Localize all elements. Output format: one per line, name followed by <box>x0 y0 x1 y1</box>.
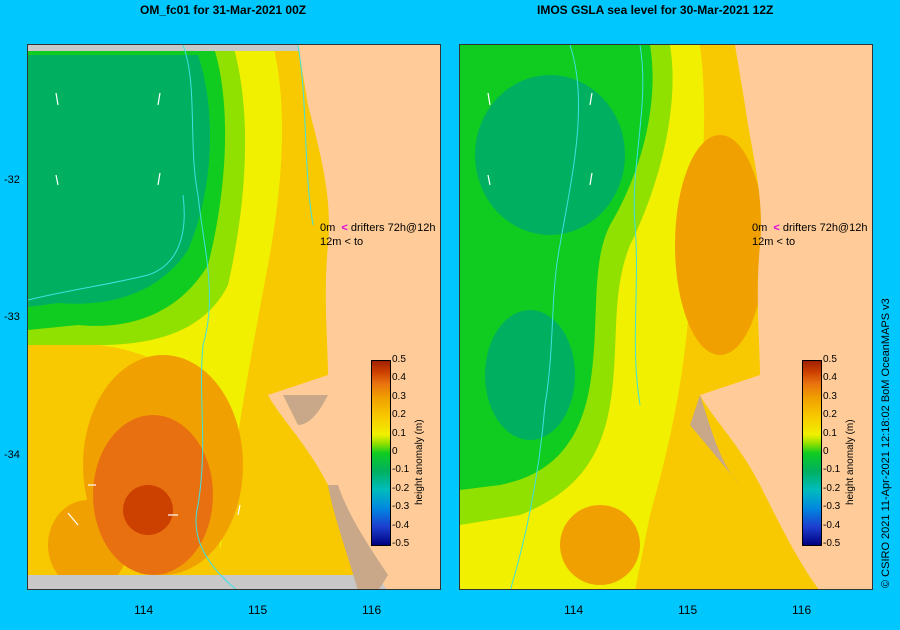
colorbar-tick: -0.1 <box>392 464 410 476</box>
colorbar-tick: -0.4 <box>392 519 410 531</box>
lon-label-116-right: 116 <box>792 603 812 617</box>
lat-label-34: -34 <box>4 449 20 461</box>
drifter-legend-right-2: 12m < to <box>752 236 796 248</box>
drifter-legend-left-1: 0m < drifters 72h@12h <box>320 222 436 234</box>
colorbar-tick: 0.3 <box>392 390 406 402</box>
lon-label-116-left: 116 <box>362 603 382 617</box>
lon-label-115-right: 115 <box>678 603 698 617</box>
drifter-legend-left-2: 12m < to <box>320 236 364 248</box>
colorbar-tick: 0.4 <box>392 372 406 384</box>
left-map-title: OM_fc01 for 31-Mar-2021 00Z <box>140 3 307 17</box>
colorbar-tick: -0.3 <box>823 501 841 513</box>
colorbar-tick: 0.5 <box>823 354 837 365</box>
colorbar-tick: 0.1 <box>823 427 837 439</box>
colorbar-left <box>371 360 391 546</box>
colorbar-tick: -0.2 <box>392 482 410 494</box>
lat-label-32: -32 <box>4 174 20 186</box>
colorbar-tick: 0.2 <box>823 409 837 421</box>
colorbar-tick: -0.3 <box>392 501 410 513</box>
credit-text: © CSIRO 2021 11-Apr-2021 12:18:02 BoM Oc… <box>880 298 892 588</box>
colorbar-tick: 0.1 <box>392 427 406 439</box>
colorbar-tick: 0 <box>392 446 398 457</box>
lon-label-114-right: 114 <box>564 603 584 617</box>
colorbar-right <box>802 360 822 546</box>
right-map-title: IMOS GSLA sea level for 30-Mar-2021 12Z <box>537 3 774 17</box>
right-map-svg <box>460 45 872 589</box>
colorbar-tick: 0 <box>823 446 829 457</box>
colorbar-tick: 0.4 <box>823 372 837 384</box>
colorbar-tick: -0.2 <box>823 482 841 494</box>
colorbar-left-label: height anomaly (m) <box>414 419 425 505</box>
left-map-panel <box>27 44 441 590</box>
colorbar-tick: -0.5 <box>392 538 410 549</box>
left-map-svg <box>28 45 440 589</box>
colorbar-tick: 0.5 <box>392 354 406 365</box>
colorbar-tick: 0.2 <box>392 409 406 421</box>
colorbar-tick: 0.3 <box>823 390 837 402</box>
colorbar-tick: -0.4 <box>823 519 841 531</box>
colorbar-tick: -0.5 <box>823 538 841 549</box>
drifter-legend-right-1: 0m < drifters 72h@12h <box>752 222 868 234</box>
colorbar-right-label: height anomaly (m) <box>845 419 856 505</box>
lat-label-33: -33 <box>4 311 20 323</box>
lon-label-114-left: 114 <box>134 603 154 617</box>
colorbar-tick: -0.1 <box>823 464 841 476</box>
lon-label-115-left: 115 <box>248 603 268 617</box>
